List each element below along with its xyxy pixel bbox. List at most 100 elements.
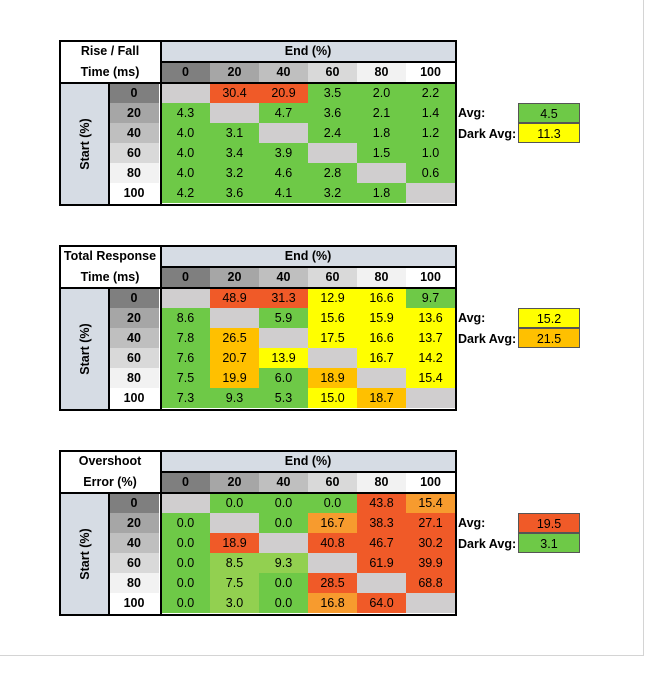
dark-avg-label: Dark Avg:	[458, 332, 517, 346]
data-cell: 48.9	[210, 288, 259, 308]
data-cell: 0.0	[259, 513, 308, 533]
data-cell: 4.0	[161, 123, 210, 143]
data-cell: 20.9	[259, 83, 308, 103]
sheet-frame	[0, 0, 644, 656]
data-cell: 16.7	[308, 513, 357, 533]
data-cell: 4.6	[259, 163, 308, 183]
column-header: 60	[308, 472, 357, 492]
data-cell: 3.2	[210, 163, 259, 183]
data-cell: 3.6	[308, 103, 357, 123]
row-header: 100	[109, 593, 159, 613]
data-cell: 7.8	[161, 328, 210, 348]
data-cell: 8.5	[210, 553, 259, 573]
data-cell: 1.0	[406, 143, 455, 163]
data-cell: 1.2	[406, 123, 455, 143]
data-cell: 0.0	[259, 593, 308, 613]
start-header: Start (%)	[60, 288, 109, 410]
column-header: 40	[259, 62, 308, 82]
data-cell	[357, 368, 406, 388]
data-cell: 1.8	[357, 183, 406, 203]
table-1: Rise / Fall Time (ms) End (%) 0 20 40 60 80 100 S…	[59, 40, 457, 206]
start-label: Start (%)	[77, 528, 92, 580]
data-cell: 1.4	[406, 103, 455, 123]
column-header: 80	[357, 267, 406, 287]
table-3: Overshoot Error (%) End (%) 0 20 40 60 80 100 Sta…	[59, 450, 457, 616]
data-cell	[161, 83, 210, 103]
data-cell: 2.8	[308, 163, 357, 183]
end-header: End (%)	[161, 451, 455, 471]
column-header: 100	[406, 267, 455, 287]
data-cell: 0.0	[161, 533, 210, 553]
avg-label: Avg:	[458, 106, 486, 120]
data-cell: 15.6	[308, 308, 357, 328]
column-header: 100	[406, 472, 455, 492]
avg-value: 19.5	[518, 513, 580, 533]
data-cell: 5.9	[259, 308, 308, 328]
row-header: 60	[109, 348, 159, 368]
data-cell	[406, 183, 455, 203]
data-cell: 15.4	[406, 493, 455, 513]
data-cell: 27.1	[406, 513, 455, 533]
dark-avg-label: Dark Avg:	[458, 127, 517, 141]
data-cell: 7.5	[161, 368, 210, 388]
dark-avg-value: 21.5	[518, 328, 580, 348]
data-cell: 0.0	[308, 493, 357, 513]
data-cell: 9.3	[259, 553, 308, 573]
data-cell: 2.1	[357, 103, 406, 123]
data-cell: 4.1	[259, 183, 308, 203]
column-header: 60	[308, 62, 357, 82]
data-cell	[161, 288, 210, 308]
dark-avg-value: 11.3	[518, 123, 580, 143]
dark-avg-value: 3.1	[518, 533, 580, 553]
data-cell: 16.6	[357, 288, 406, 308]
data-cell: 15.9	[357, 308, 406, 328]
avg-value: 15.2	[518, 308, 580, 328]
column-header: 0	[161, 62, 210, 82]
avg-label: Avg:	[458, 516, 486, 530]
table-title-line1: Total Response	[63, 249, 157, 263]
row-header: 100	[109, 388, 159, 408]
row-header: 60	[109, 553, 159, 573]
column-header: 60	[308, 267, 357, 287]
start-header: Start (%)	[60, 83, 109, 205]
data-cell: 0.6	[406, 163, 455, 183]
end-header: End (%)	[161, 246, 455, 266]
data-cell	[406, 388, 455, 408]
data-cell	[259, 533, 308, 553]
end-header: End (%)	[161, 41, 455, 61]
data-cell: 18.9	[210, 533, 259, 553]
data-cell: 2.4	[308, 123, 357, 143]
row-header: 40	[109, 123, 159, 143]
data-cell	[406, 593, 455, 613]
column-header: 40	[259, 267, 308, 287]
row-header: 40	[109, 328, 159, 348]
column-header: 100	[406, 62, 455, 82]
data-cell: 4.3	[161, 103, 210, 123]
table-title-line1: Rise / Fall	[80, 44, 140, 58]
row-header: 0	[109, 288, 159, 308]
data-cell: 8.6	[161, 308, 210, 328]
data-cell: 4.0	[161, 163, 210, 183]
data-cell: 61.9	[357, 553, 406, 573]
data-cell: 3.0	[210, 593, 259, 613]
data-cell: 28.5	[308, 573, 357, 593]
data-cell: 1.5	[357, 143, 406, 163]
data-cell: 13.7	[406, 328, 455, 348]
data-cell	[210, 513, 259, 533]
data-cell	[259, 123, 308, 143]
data-cell: 3.2	[308, 183, 357, 203]
row-header: 20	[109, 103, 159, 123]
column-header: 20	[210, 472, 259, 492]
data-cell: 15.0	[308, 388, 357, 408]
column-header: 0	[161, 472, 210, 492]
row-header: 60	[109, 143, 159, 163]
table-title-line1: Overshoot	[78, 454, 142, 468]
data-cell: 4.7	[259, 103, 308, 123]
avg-label: Avg:	[458, 311, 486, 325]
data-cell: 15.4	[406, 368, 455, 388]
data-cell: 38.3	[357, 513, 406, 533]
column-header: 40	[259, 472, 308, 492]
start-label: Start (%)	[77, 323, 92, 375]
data-cell	[161, 493, 210, 513]
row-header: 0	[109, 493, 159, 513]
